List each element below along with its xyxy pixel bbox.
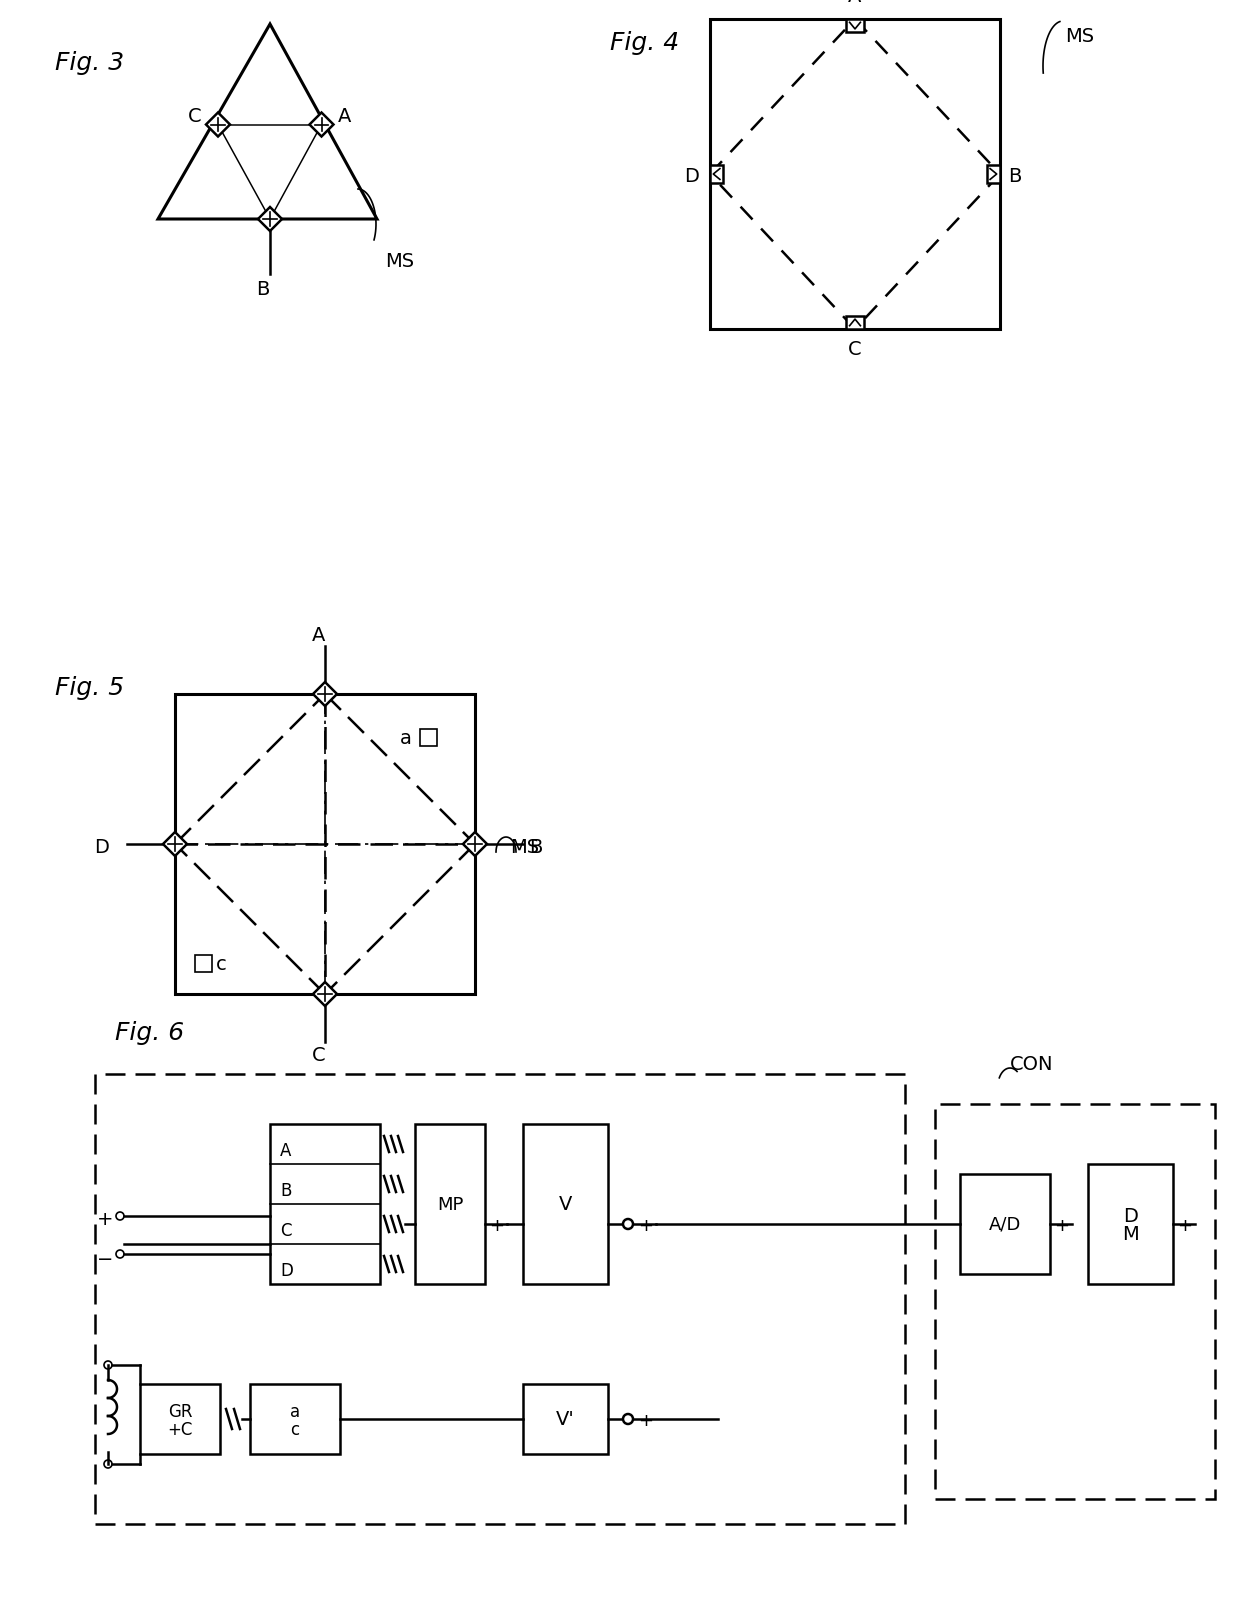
Bar [420, 730, 436, 747]
Polygon shape [310, 113, 334, 137]
Text: +: + [489, 1217, 503, 1235]
Polygon shape [463, 833, 487, 857]
Text: A/D: A/D [988, 1215, 1022, 1233]
Text: D: D [280, 1261, 293, 1280]
Text: C: C [312, 1046, 326, 1064]
Text: D: D [94, 838, 109, 857]
Text: a: a [401, 728, 412, 747]
Text: a: a [290, 1403, 300, 1420]
Text: MS: MS [510, 838, 539, 857]
Text: +: + [1177, 1217, 1192, 1235]
Text: B: B [1008, 166, 1022, 186]
Bar [140, 1385, 219, 1454]
Text: C: C [848, 341, 862, 358]
Text: V': V' [556, 1409, 575, 1428]
Text: C: C [188, 107, 202, 126]
Bar [270, 1125, 379, 1285]
Text: −: − [97, 1249, 113, 1269]
Text: GR: GR [167, 1403, 192, 1420]
Text: +: + [1054, 1217, 1069, 1235]
Bar [250, 1385, 340, 1454]
Text: +: + [639, 1217, 653, 1235]
Bar [523, 1125, 608, 1285]
Text: +: + [639, 1411, 653, 1428]
Bar [960, 1175, 1050, 1273]
Text: B: B [257, 279, 269, 299]
Text: V: V [559, 1194, 572, 1214]
Text: A: A [312, 626, 326, 644]
Text: +C: +C [167, 1420, 192, 1438]
Text: Fig. 5: Fig. 5 [55, 676, 124, 699]
Text: CON: CON [1011, 1054, 1054, 1073]
Text: +: + [97, 1210, 114, 1228]
Text: MS: MS [1065, 27, 1094, 45]
Polygon shape [206, 113, 229, 137]
Bar [415, 1125, 485, 1285]
Bar [195, 955, 212, 972]
Polygon shape [312, 683, 337, 707]
Text: M: M [1122, 1225, 1138, 1244]
Text: Fig. 3: Fig. 3 [55, 52, 124, 74]
Bar [175, 694, 475, 994]
Text: c: c [216, 954, 227, 973]
Polygon shape [258, 208, 281, 232]
Bar [987, 166, 999, 184]
Text: Fig. 6: Fig. 6 [115, 1020, 184, 1044]
Text: D: D [1123, 1207, 1138, 1225]
Bar [846, 316, 864, 329]
Text: C: C [280, 1222, 291, 1240]
Text: MP: MP [436, 1196, 464, 1214]
Polygon shape [312, 983, 337, 1007]
Text: MS: MS [384, 252, 414, 271]
Text: D: D [684, 166, 699, 186]
Bar [1087, 1164, 1173, 1285]
Bar [711, 166, 723, 184]
Text: B: B [529, 838, 542, 857]
Bar [711, 19, 999, 329]
Circle shape [622, 1414, 632, 1424]
Text: c: c [290, 1420, 300, 1438]
Bar [846, 19, 864, 34]
Text: B: B [280, 1181, 291, 1199]
Bar [523, 1385, 608, 1454]
Circle shape [622, 1219, 632, 1230]
Bar [95, 1075, 905, 1524]
Text: A: A [848, 0, 862, 6]
Polygon shape [162, 833, 187, 857]
Text: A: A [280, 1141, 291, 1159]
Text: Fig. 4: Fig. 4 [610, 31, 680, 55]
Text: A: A [337, 107, 351, 126]
Bar [935, 1104, 1215, 1499]
